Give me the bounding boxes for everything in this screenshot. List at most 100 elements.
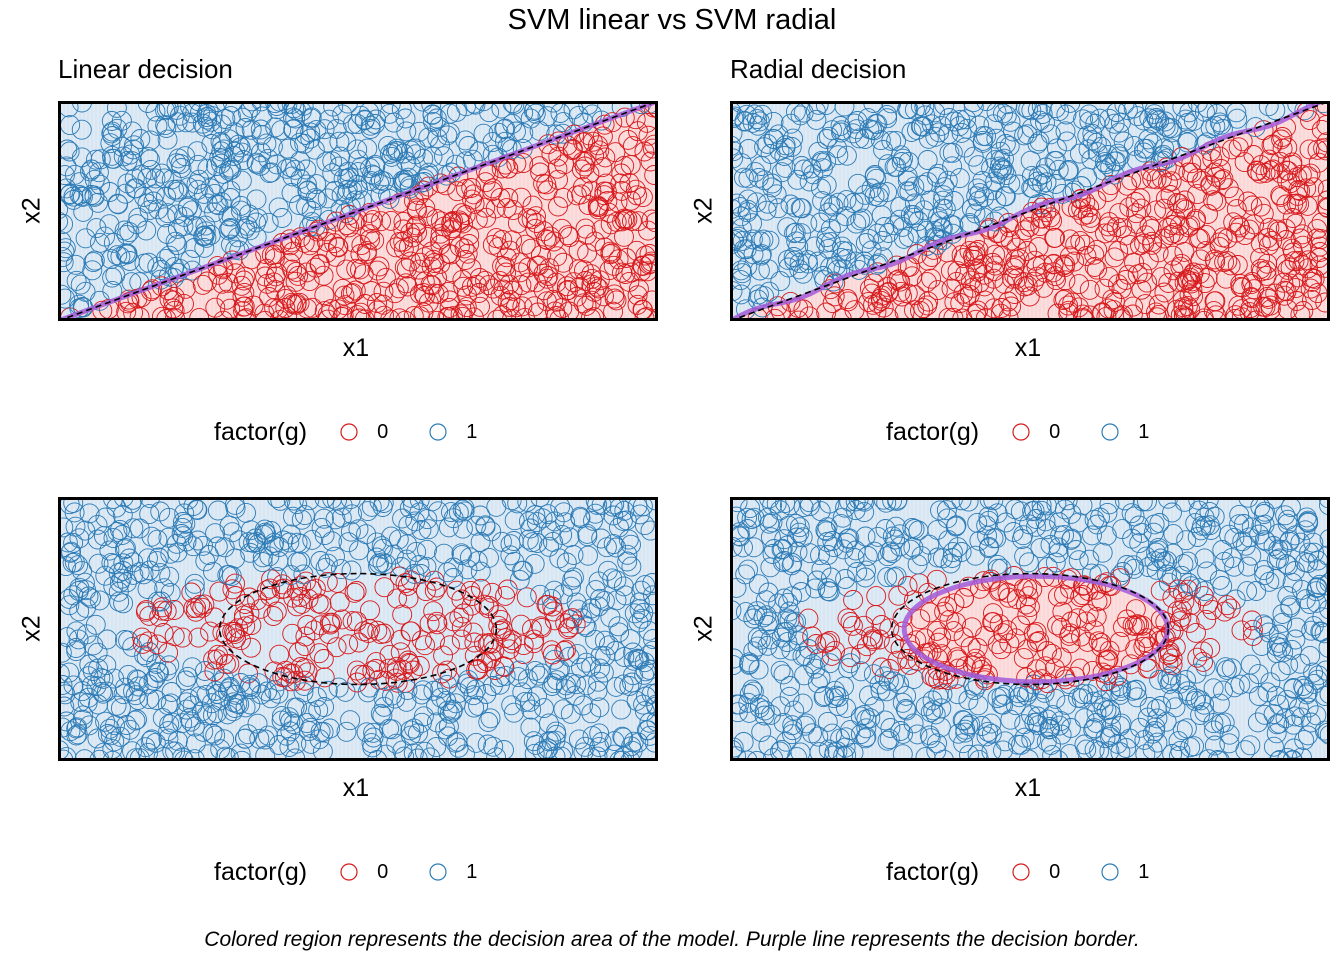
point-class-0 (188, 627, 209, 648)
point-class-0 (470, 296, 490, 317)
point-class-1 (1238, 556, 1258, 577)
point-class-1 (228, 134, 249, 155)
point-class-1 (58, 231, 72, 252)
point-class-0 (1217, 228, 1238, 249)
point-class-1 (901, 122, 922, 142)
point-class-1 (1191, 520, 1211, 541)
point-class-1 (338, 532, 359, 553)
point-class-1 (749, 111, 770, 132)
point-class-1 (611, 699, 632, 720)
point-class-1 (172, 517, 193, 538)
point-class-1 (756, 200, 777, 221)
point-class-0 (1060, 633, 1081, 654)
point-class-1 (1014, 546, 1035, 567)
point-class-1 (207, 536, 228, 557)
point-class-1 (102, 267, 123, 288)
point-class-0 (152, 597, 173, 618)
point-class-0 (462, 189, 483, 210)
point-class-1 (1078, 684, 1099, 705)
point-class-1 (978, 721, 999, 742)
point-class-1 (268, 197, 289, 218)
point-class-1 (1040, 124, 1061, 145)
point-class-1 (1077, 125, 1098, 146)
point-class-0 (1300, 278, 1321, 299)
point-class-0 (1162, 648, 1183, 669)
point-class-1 (125, 710, 146, 731)
point-class-1 (933, 185, 954, 206)
point-class-1 (940, 214, 961, 235)
point-class-0 (888, 585, 909, 606)
point-class-1 (66, 270, 87, 291)
point-class-1 (194, 116, 215, 137)
point-class-1 (225, 239, 246, 260)
point-class-1 (509, 569, 530, 590)
point-class-1 (545, 746, 566, 761)
point-class-0 (799, 306, 820, 321)
point-class-1 (1203, 713, 1224, 734)
point-class-0 (361, 281, 382, 301)
point-class-0 (437, 660, 458, 681)
point-class-1 (280, 565, 301, 586)
point-class-1 (904, 101, 925, 120)
point-class-1 (1306, 705, 1327, 726)
legend-label-0: 0 (377, 420, 389, 443)
point-class-1 (1073, 684, 1094, 705)
point-class-1 (137, 168, 158, 188)
point-class-0 (543, 601, 564, 622)
point-class-0 (585, 231, 605, 252)
point-class-1 (983, 497, 1004, 511)
point-class-1 (522, 532, 543, 553)
point-class-0 (947, 261, 968, 282)
point-class-1 (426, 737, 447, 758)
point-class-0 (1220, 255, 1241, 276)
point-class-0 (474, 594, 495, 615)
point-class-1 (1146, 542, 1167, 563)
point-class-1 (543, 673, 564, 694)
point-class-1 (293, 564, 314, 585)
point-class-1 (581, 656, 602, 677)
point-class-0 (1167, 192, 1188, 213)
point-class-1 (467, 551, 488, 572)
point-class-1 (515, 691, 536, 712)
legend-key-0 (340, 863, 358, 881)
point-class-1 (891, 152, 912, 172)
point-class-0 (1040, 198, 1060, 219)
point-class-0 (1182, 264, 1203, 285)
point-class-0 (579, 163, 600, 184)
point-class-0 (555, 613, 576, 634)
point-class-1 (219, 160, 239, 181)
point-class-0 (159, 289, 180, 310)
point-class-1 (1189, 500, 1209, 521)
legend-title: factor(g) (214, 857, 308, 886)
point-class-1 (301, 201, 322, 221)
point-class-1 (757, 615, 778, 635)
point-class-0 (228, 618, 249, 639)
point-class-1 (366, 532, 387, 553)
point-class-1 (1203, 678, 1224, 699)
point-class-1 (308, 700, 329, 720)
point-class-0 (592, 157, 613, 178)
point-class-1 (1219, 724, 1240, 745)
point-class-0 (1163, 260, 1184, 281)
point-class-0 (488, 615, 509, 636)
point-class-1 (325, 509, 346, 530)
point-class-0 (454, 238, 475, 259)
point-class-0 (327, 572, 348, 593)
point-class-0 (386, 237, 407, 258)
point-class-1 (75, 520, 96, 541)
point-class-1 (422, 104, 443, 125)
point-class-1 (1227, 108, 1248, 129)
point-class-1 (587, 497, 608, 515)
point-class-1 (78, 666, 99, 687)
point-class-1 (72, 561, 92, 582)
point-class-1 (537, 106, 558, 127)
point-class-1 (158, 101, 179, 118)
point-class-0 (1300, 110, 1320, 131)
point-class-0 (1183, 286, 1204, 307)
point-class-1 (985, 171, 1006, 192)
point-class-1 (903, 205, 924, 226)
point-class-1 (95, 226, 115, 247)
point-class-1 (1111, 677, 1132, 698)
point-class-0 (192, 597, 213, 618)
point-class-1 (947, 537, 968, 558)
